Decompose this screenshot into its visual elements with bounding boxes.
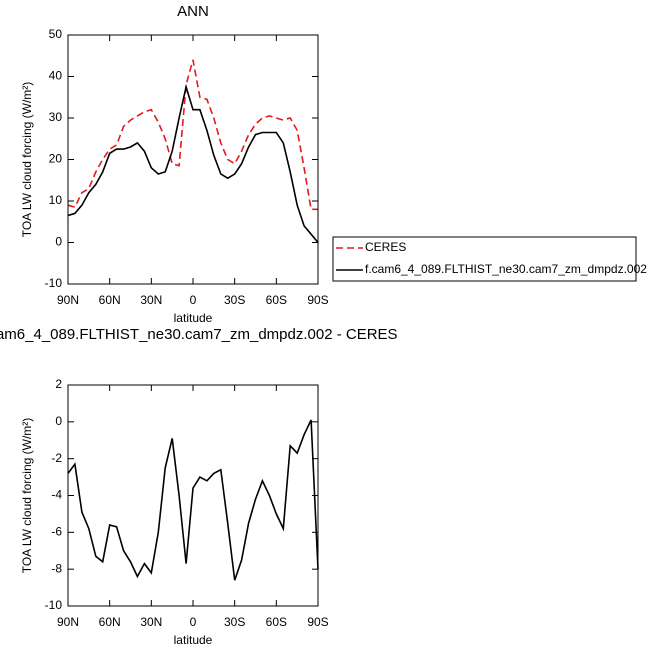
y-tick-label: -2 — [51, 451, 62, 465]
x-tick-label: 60S — [266, 293, 287, 307]
x-tick-label: 90N — [57, 293, 79, 307]
x-tick-label: 60N — [99, 615, 121, 629]
chart-title: ANN — [177, 3, 209, 20]
x-tick-label: 30S — [224, 293, 245, 307]
legend: CERES f.cam6_4_089.FLTHIST_ne30.cam7_zm_d… — [332, 236, 647, 282]
y-tick-label: 30 — [49, 110, 63, 124]
x-tick-label: 60N — [99, 293, 121, 307]
x-tick-label: 0 — [190, 615, 197, 629]
x-tick-label: 30S — [224, 615, 245, 629]
x-tick-label: 90N — [57, 615, 79, 629]
x-tick-label: 90S — [307, 615, 328, 629]
y-tick-label: -6 — [51, 525, 62, 539]
panel: cam6_4_089.FLTHIST_ne30.cam7_zm_dmpdz.00… — [0, 326, 398, 647]
y-axis-label: TOA LW cloud forcing (W/m²) — [20, 418, 34, 574]
y-tick-label: 2 — [55, 377, 62, 391]
x-tick-label: 0 — [190, 293, 197, 307]
x-axis-label: latitude — [174, 633, 213, 647]
legend-box — [332, 236, 637, 282]
x-tick-label: 30N — [140, 293, 162, 307]
y-tick-label: 0 — [55, 414, 62, 428]
y-tick-label: -10 — [45, 598, 63, 612]
panel: ANN latitude TOA LW cloud forcing (W/m²) -1… — [20, 3, 329, 325]
chart-title: cam6_4_089.FLTHIST_ne30.cam7_zm_dmpdz.00… — [0, 326, 398, 343]
y-tick-label: 40 — [49, 69, 63, 83]
y-tick-label: 50 — [49, 27, 63, 41]
data-line — [67, 419, 319, 581]
y-tick-label: 20 — [49, 152, 63, 166]
legend-label: CERES — [365, 240, 406, 254]
legend-label: f.cam6_4_089.FLTHIST_ne30.cam7_zm_dmpdz.… — [365, 262, 647, 276]
y-tick-label: -8 — [51, 561, 62, 575]
x-tick-label: 30N — [140, 615, 162, 629]
y-tick-label: -10 — [45, 276, 63, 290]
x-tick-label: 90S — [307, 293, 328, 307]
y-tick-label: 10 — [49, 193, 63, 207]
x-axis-label: latitude — [174, 311, 213, 325]
y-axis-label: TOA LW cloud forcing (W/m²) — [20, 82, 34, 238]
data-line — [67, 83, 319, 244]
data-line — [67, 59, 318, 211]
x-tick-label: 60S — [266, 615, 287, 629]
plot-frame — [67, 34, 319, 285]
plot-frame — [67, 384, 319, 607]
y-tick-label: -4 — [51, 488, 62, 502]
y-tick-label: 0 — [55, 235, 62, 249]
